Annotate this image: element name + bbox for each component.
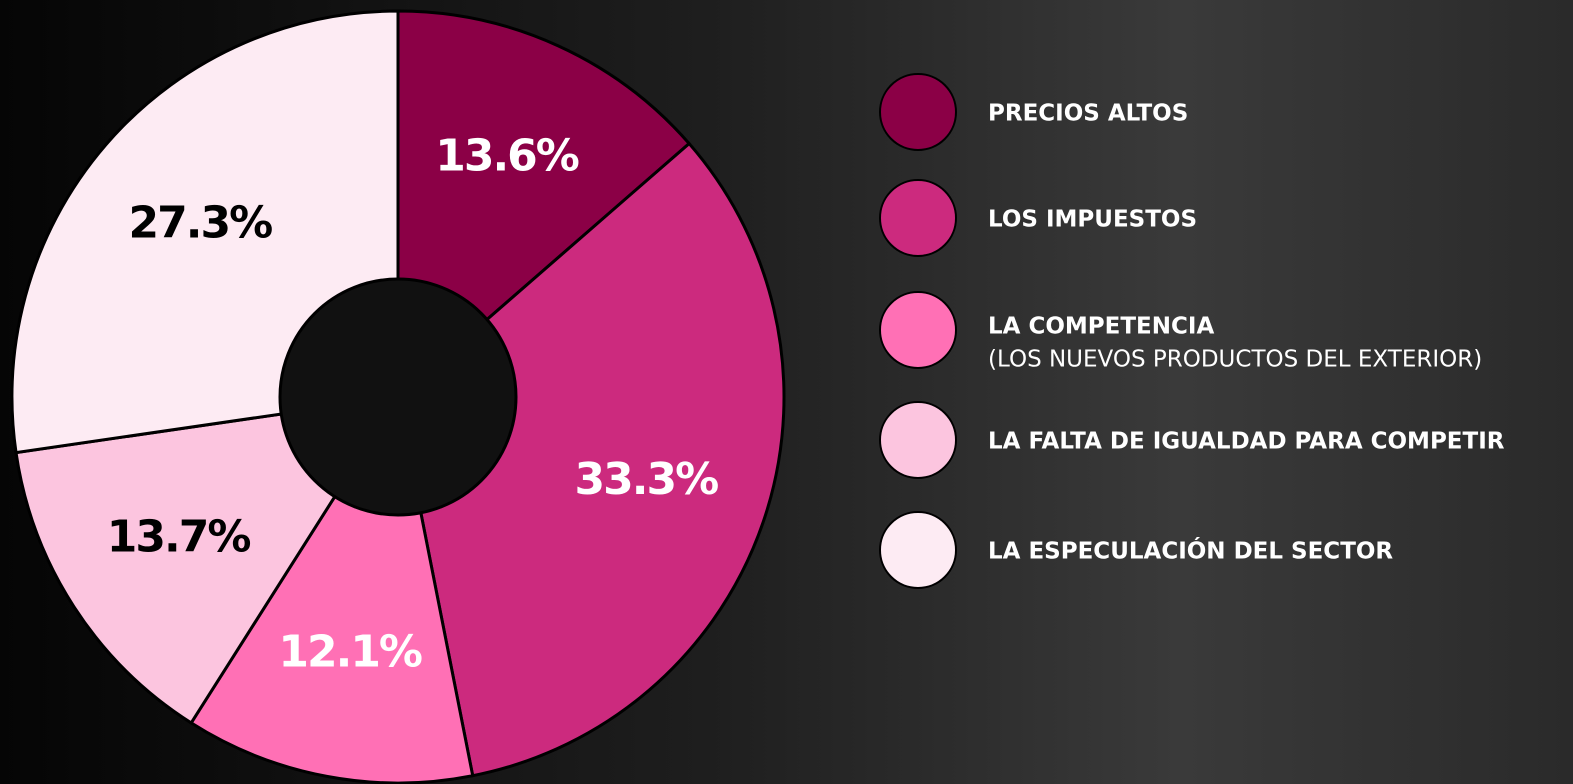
data-label: 12.1% bbox=[278, 627, 422, 678]
legend-swatch bbox=[879, 291, 957, 369]
data-label: 13.6% bbox=[435, 131, 579, 182]
legend-label: PRECIOS ALTOS bbox=[988, 101, 1188, 127]
slice bbox=[396, 141, 786, 778]
slice bbox=[14, 395, 402, 725]
donut-hole bbox=[278, 277, 518, 517]
legend-swatch bbox=[879, 73, 957, 151]
legend-swatch bbox=[879, 511, 957, 589]
legend-label: LA ESPECULACIÓN DEL SECTOR bbox=[988, 537, 1393, 565]
data-label: 13.7% bbox=[107, 511, 251, 562]
legend: PRECIOS ALTOS LOS IMPUESTOS LA COMPETENCIA… bbox=[879, 73, 1505, 589]
slice bbox=[396, 9, 692, 401]
legend-swatch bbox=[879, 401, 957, 479]
legend-label: LOS IMPUESTOS bbox=[988, 207, 1197, 233]
donut: 13.6% 33.3% 12.1% 13.7% 27.3% bbox=[10, 9, 786, 784]
legend-label: LA COMPETENCIA bbox=[988, 314, 1214, 340]
legend-note: (LOS NUEVOS PRODUCTOS DEL EXTERIOR) bbox=[988, 347, 1482, 373]
data-label: 27.3% bbox=[129, 198, 273, 249]
legend-label: LA FALTA DE IGUALDAD PARA COMPETIR bbox=[988, 429, 1505, 455]
data-label: 33.3% bbox=[575, 454, 719, 505]
legend-swatch bbox=[879, 179, 957, 257]
